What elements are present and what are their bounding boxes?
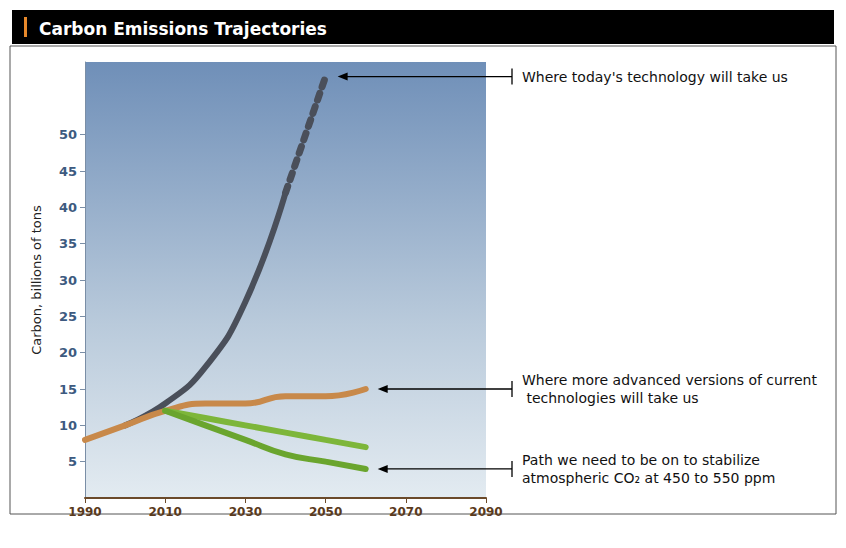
svg-text:50: 50 xyxy=(59,127,77,142)
svg-text:25: 25 xyxy=(59,309,77,324)
svg-text:40: 40 xyxy=(59,200,77,215)
svg-text:2050: 2050 xyxy=(309,505,342,519)
svg-text:2030: 2030 xyxy=(229,505,262,519)
svg-text:Carbon Emissions Trajectories: Carbon Emissions Trajectories xyxy=(39,19,327,39)
svg-text:2090: 2090 xyxy=(469,505,502,519)
svg-text:Carbon, billions of tons: Carbon, billions of tons xyxy=(29,205,44,355)
svg-text:5: 5 xyxy=(68,454,77,469)
svg-text:Where more advanced versions o: Where more advanced versions of current xyxy=(522,372,817,388)
svg-text:35: 35 xyxy=(59,236,77,251)
svg-text:30: 30 xyxy=(59,273,77,288)
svg-text:45: 45 xyxy=(59,164,77,179)
svg-text:technologies will take us: technologies will take us xyxy=(522,390,699,406)
svg-text:10: 10 xyxy=(59,418,77,433)
svg-text:15: 15 xyxy=(59,382,77,397)
svg-text:2070: 2070 xyxy=(389,505,422,519)
svg-text:Path we need to be on to stabi: Path we need to be on to stabilize xyxy=(522,452,764,468)
svg-text:Where today's technology will: Where today's technology will take us xyxy=(522,69,788,85)
svg-text:2010: 2010 xyxy=(148,505,181,519)
svg-text:1990: 1990 xyxy=(68,505,101,519)
svg-text:atmospheric CO₂ at 450 to 550: atmospheric CO₂ at 450 to 550 ppm xyxy=(522,470,775,486)
svg-text:20: 20 xyxy=(59,345,77,360)
